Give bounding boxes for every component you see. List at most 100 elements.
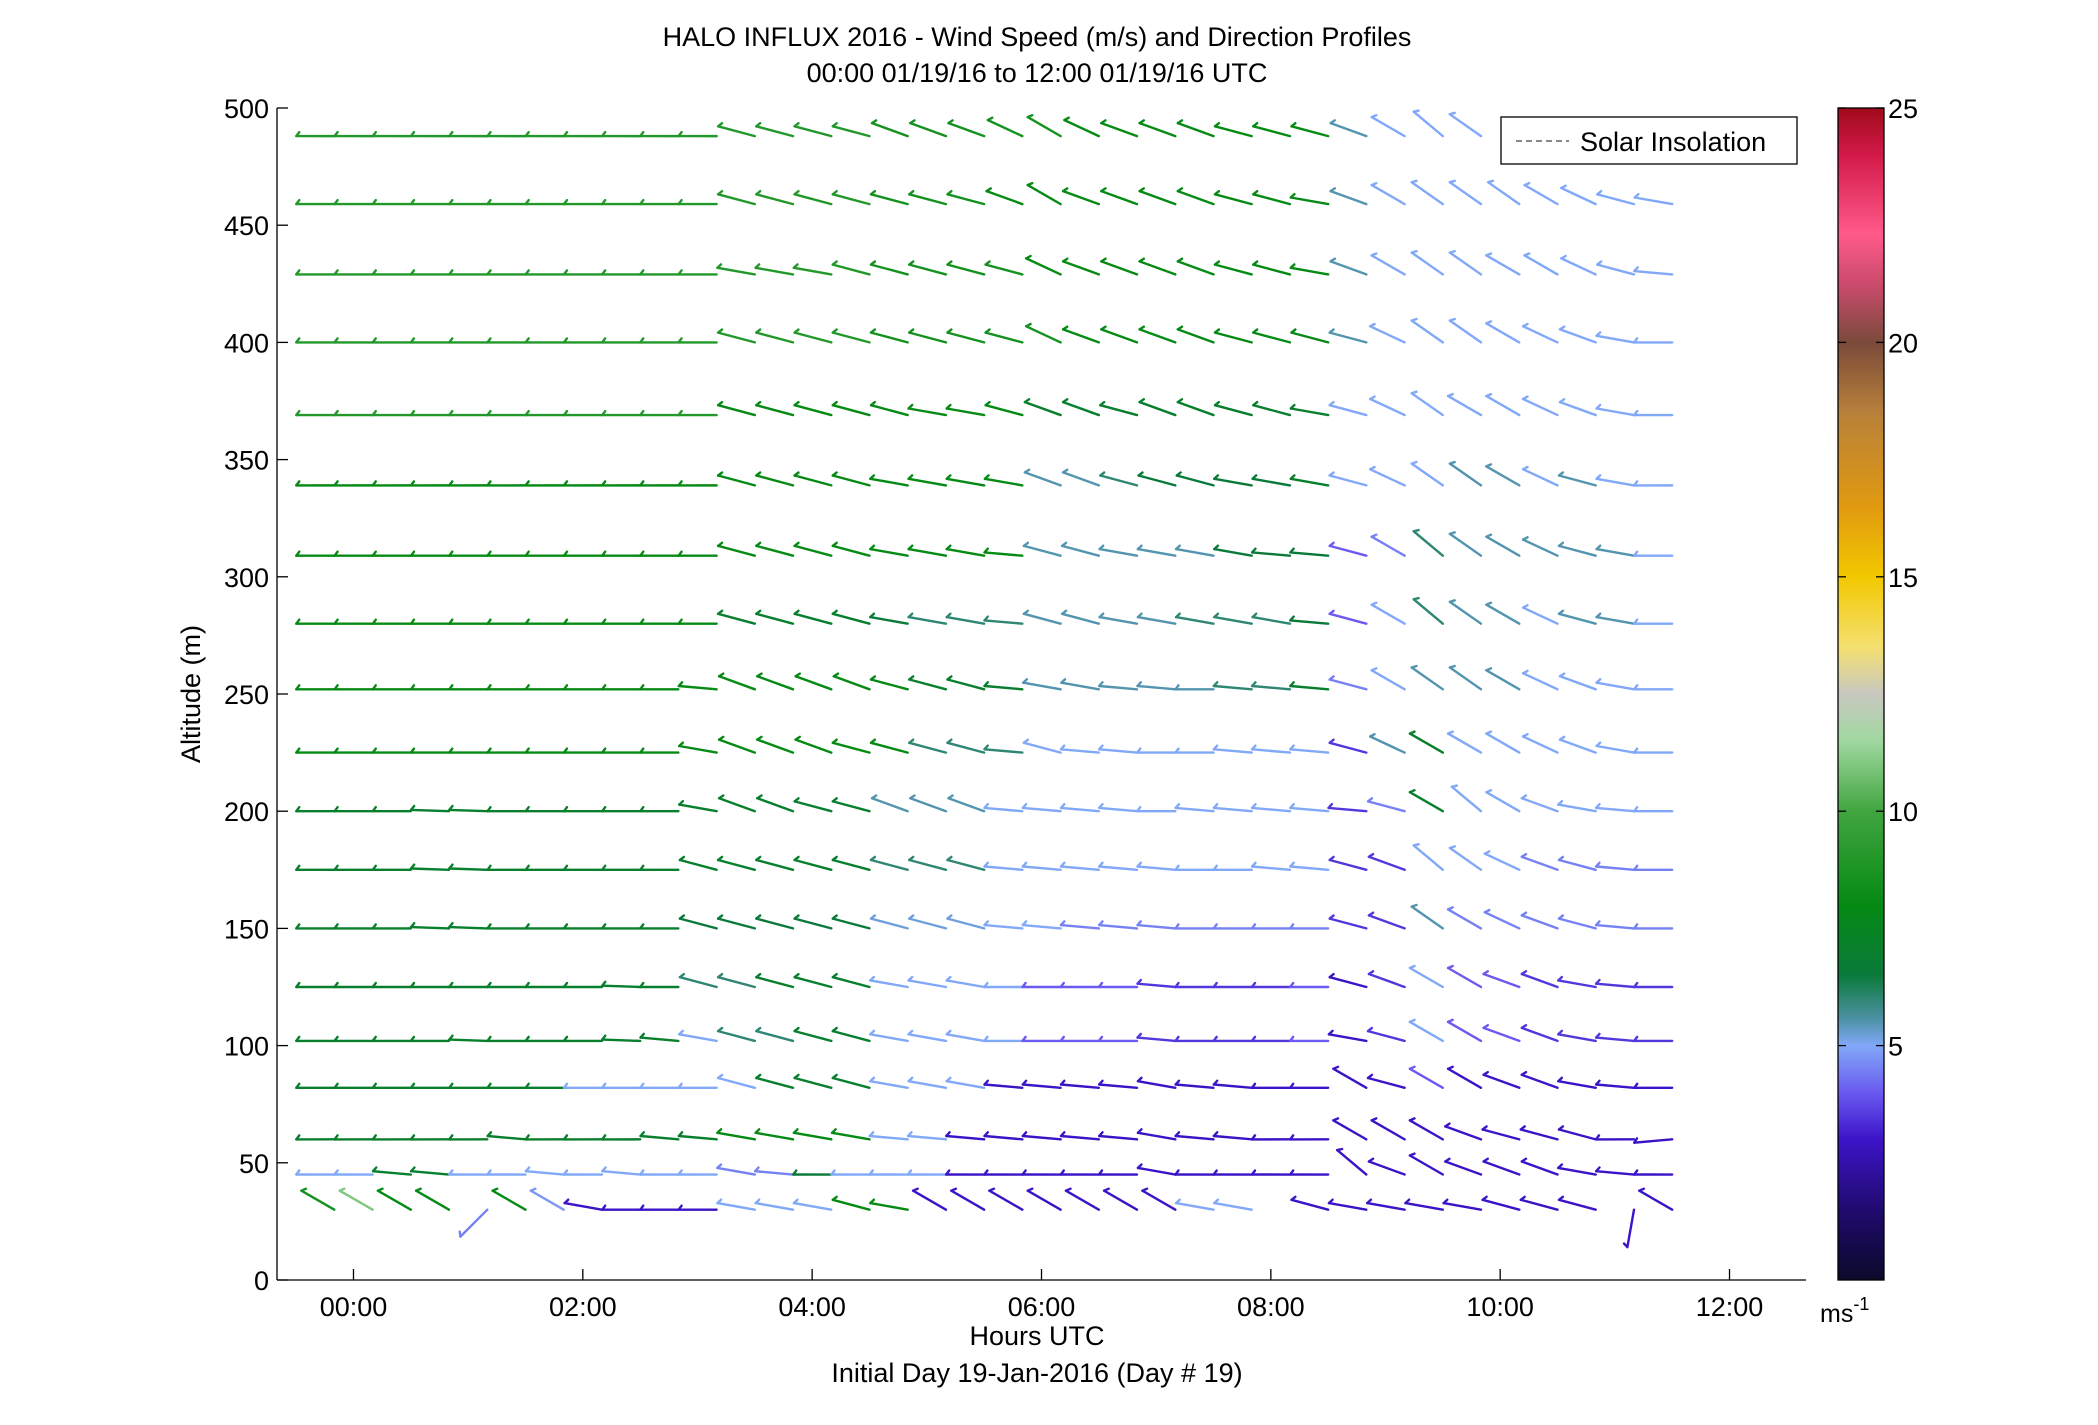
wind-barb-feather <box>947 119 954 125</box>
wind-barb <box>831 474 871 487</box>
wind-barb-feather <box>1250 1035 1257 1043</box>
wind-barb-feather <box>869 544 876 551</box>
wind-barb-feather <box>1212 681 1219 688</box>
wind-barb-feather <box>1520 852 1528 858</box>
wind-barb-feather <box>1026 181 1034 187</box>
wind-barb-feather <box>295 337 301 344</box>
wind-barb-feather <box>1290 1195 1297 1202</box>
wind-barb <box>1060 681 1101 691</box>
wind-barb-feather <box>869 328 877 334</box>
wind-barb <box>1594 923 1636 930</box>
wind-barb <box>1175 474 1215 487</box>
wind-barb-feather <box>1448 664 1456 669</box>
wind-barb <box>716 544 757 557</box>
wind-barb-feather <box>1485 463 1493 468</box>
wind-barb <box>869 1033 909 1043</box>
wind-barb-feather <box>1059 861 1066 868</box>
wind-barb-feather <box>1370 113 1378 119</box>
wind-barb <box>1481 1128 1521 1141</box>
legend-entry-solar-insolation: Solar Insolation <box>1580 127 1766 157</box>
wind-barb-feather <box>409 618 416 625</box>
wind-barb-feather <box>1024 254 1032 260</box>
wind-barb <box>1633 1138 1674 1144</box>
wind-barb-feather <box>1288 1134 1295 1141</box>
wind-barb-feather <box>1520 1157 1528 1163</box>
wind-barb <box>947 121 986 138</box>
wind-barb-feather <box>1370 1117 1378 1122</box>
wind-barb-feather <box>1366 797 1374 803</box>
wind-barb <box>909 797 948 813</box>
wind-barb <box>338 1189 374 1211</box>
wind-barb-feather <box>486 337 492 344</box>
wind-barb-feather <box>1521 536 1529 541</box>
wind-barb-feather <box>831 260 838 266</box>
wind-barb-feather <box>792 263 799 269</box>
wind-barb-feather <box>601 269 607 276</box>
wind-barb-feather <box>1485 730 1493 735</box>
wind-barb-feather <box>1174 1079 1181 1086</box>
wind-barb-feather <box>1061 325 1069 331</box>
wind-barb-feather <box>1327 1198 1334 1205</box>
wind-barb-feather <box>639 1131 645 1138</box>
wind-barb <box>1213 331 1253 344</box>
wind-barb <box>831 193 871 206</box>
wind-barb-feather <box>1250 1082 1257 1090</box>
wind-barb-feather <box>1021 861 1028 868</box>
wind-barb-feather <box>1520 911 1528 917</box>
wind-barb-feather <box>524 1166 531 1173</box>
wind-barb-feather <box>524 480 530 487</box>
wind-barb-feather <box>755 400 762 407</box>
wind-barb-feather <box>1446 1018 1454 1024</box>
wind-barb <box>984 263 1024 276</box>
wind-barb-feather <box>755 541 762 548</box>
wind-barb <box>1100 328 1139 344</box>
wind-barb-feather <box>1098 612 1105 619</box>
wind-barb <box>1410 319 1445 344</box>
wind-barb-feather <box>562 747 569 754</box>
wind-barb-feather <box>1448 179 1456 184</box>
wind-barb-feather <box>601 480 607 487</box>
wind-barb <box>1176 328 1215 344</box>
wind-barb <box>1412 598 1445 625</box>
wind-barb-feather <box>868 1131 875 1138</box>
wind-barb-feather <box>371 269 377 276</box>
wind-barb-feather <box>1408 789 1416 794</box>
wind-barb-feather <box>562 1082 569 1090</box>
wind-barb-feather <box>601 1082 607 1090</box>
wind-barb-feather <box>1064 1187 1072 1192</box>
wind-barb-feather <box>409 480 416 487</box>
wind-barb-feather <box>1250 681 1257 688</box>
wind-barb-feather <box>333 1035 339 1043</box>
wind-barb-feather <box>1329 257 1337 263</box>
wind-barb-feather <box>754 263 761 269</box>
wind-barb-feather <box>1410 390 1418 395</box>
wind-barb <box>1174 1083 1215 1089</box>
wind-barb-feather <box>1412 109 1420 113</box>
wind-barb-feather <box>601 198 607 206</box>
wind-barb <box>1448 113 1483 138</box>
wind-barb-feather <box>755 855 762 862</box>
wind-barb-feather <box>295 269 301 276</box>
wind-barb-feather <box>869 675 877 681</box>
wind-barb-feather <box>870 119 878 125</box>
wind-barb-feather <box>1446 906 1454 911</box>
wind-barb <box>1176 121 1215 138</box>
wind-barb-feather <box>1138 119 1146 125</box>
wind-barb <box>793 800 833 813</box>
wind-barb <box>1410 251 1445 276</box>
wind-barb <box>908 917 948 930</box>
wind-barb-feather <box>1328 738 1335 744</box>
wind-barb <box>1061 400 1101 417</box>
wind-barb <box>1523 183 1559 206</box>
wind-barb-feather <box>1288 1082 1295 1090</box>
wind-barb-feather <box>601 409 607 417</box>
wind-barb-feather <box>1410 664 1418 669</box>
wind-barb-feather <box>1408 1117 1416 1122</box>
wind-barb <box>946 917 986 930</box>
wind-barb-feather <box>983 1035 989 1043</box>
wind-barb-feather <box>1633 192 1640 199</box>
wind-barb-feather <box>562 684 569 691</box>
x-tick-label: 04:00 <box>778 1292 846 1322</box>
wind-barb-feather <box>639 806 645 813</box>
wind-barb-feather <box>562 1169 569 1176</box>
